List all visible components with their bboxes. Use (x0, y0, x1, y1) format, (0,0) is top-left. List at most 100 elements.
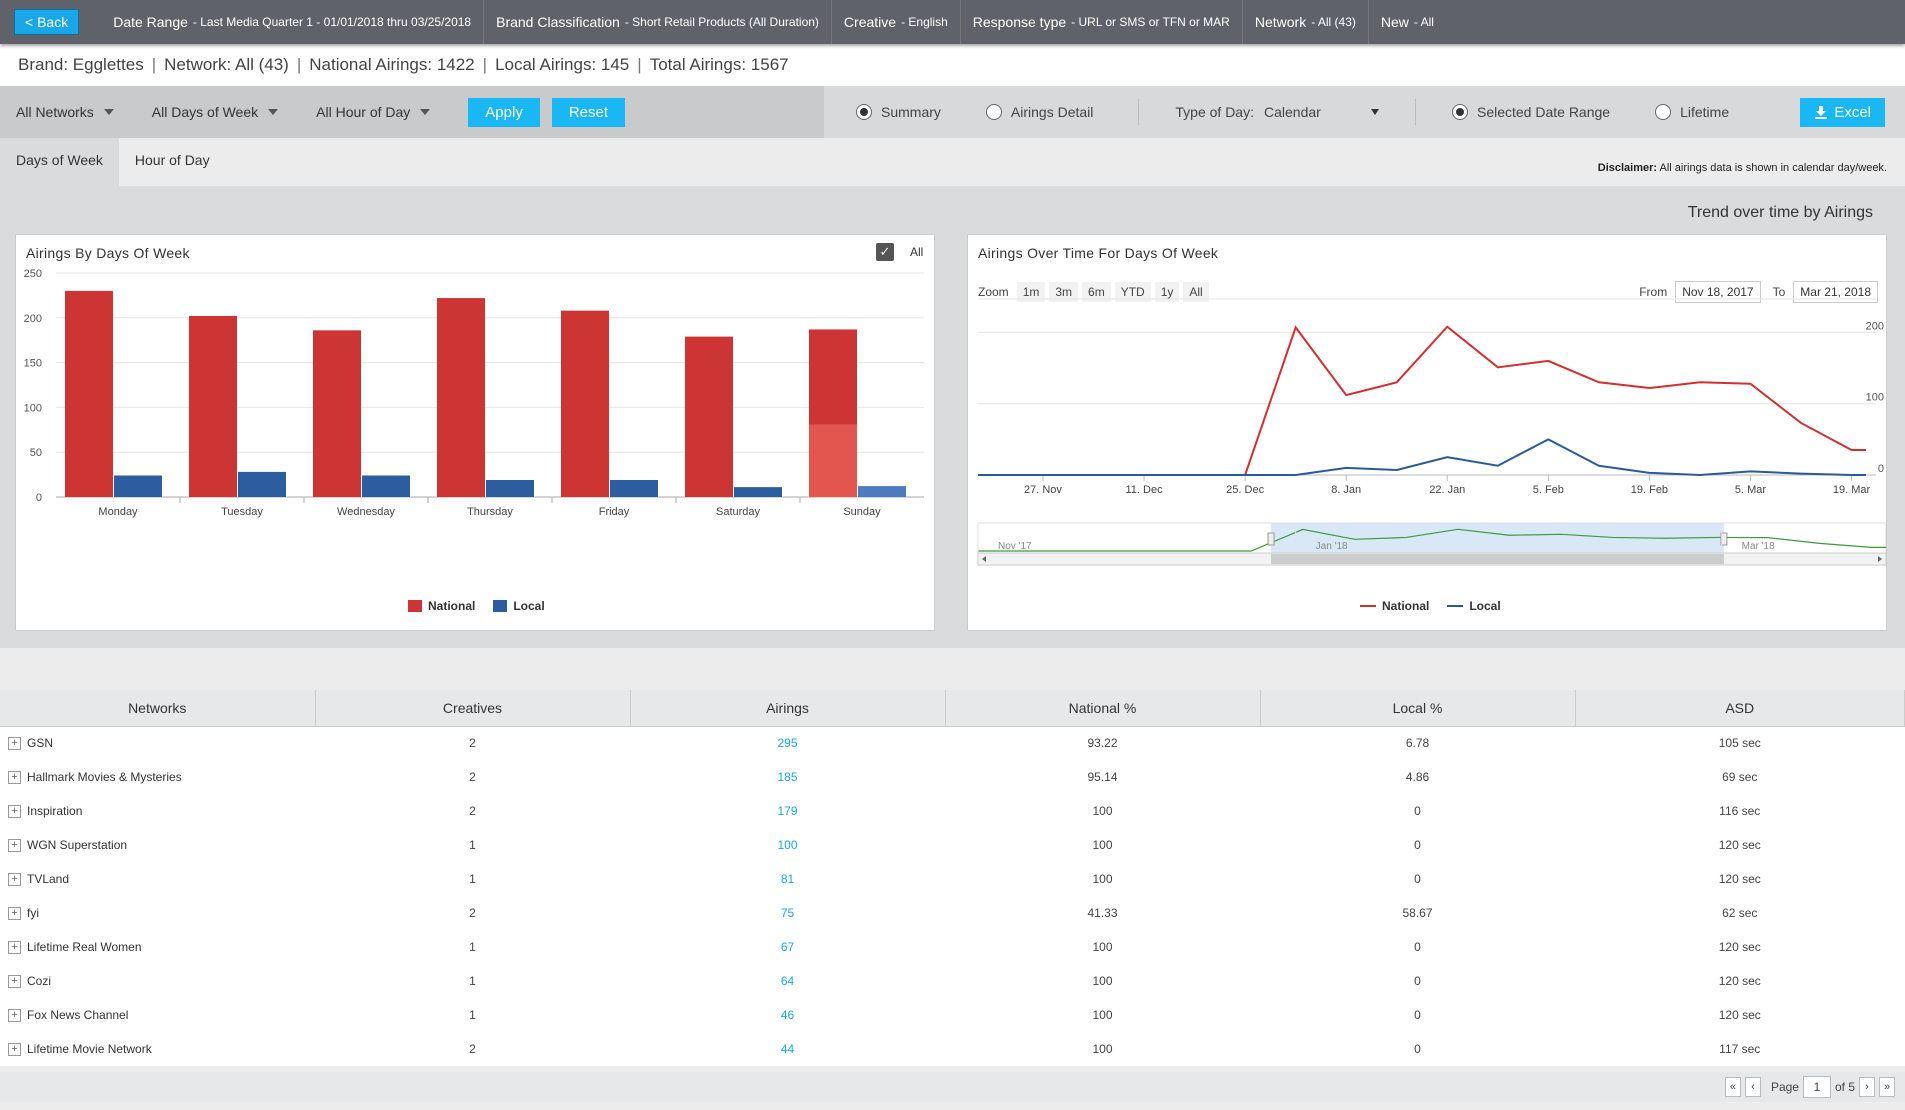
to-date-input[interactable]: Mar 21, 2018 (1793, 281, 1878, 303)
x-tick-label: Thursday (467, 506, 513, 518)
asd-cell: 120 sec (1718, 940, 1761, 954)
response-type-filter[interactable]: Response type - URL or SMS or TFN or MAR (961, 0, 1243, 44)
col-airings[interactable]: Airings (630, 690, 946, 727)
all-checkbox[interactable]: ✓ (876, 243, 894, 261)
back-button[interactable]: < Back (14, 9, 80, 35)
zoom-3m-button[interactable]: 3m (1049, 282, 1079, 302)
zoom-1y-button[interactable]: 1y (1154, 282, 1180, 302)
summary-radio[interactable]: Summary (856, 104, 941, 120)
bar-national-highlight[interactable] (809, 424, 857, 497)
table-row: + TVLand 1 81 100 0 120 sec (0, 862, 1905, 896)
excel-export-button[interactable]: Excel (1800, 97, 1885, 127)
networks-dropdown[interactable]: All Networks (16, 104, 114, 120)
apply-button[interactable]: Apply (468, 97, 540, 127)
expand-plus-icon[interactable]: + (8, 941, 21, 955)
hours-dropdown[interactable]: All Hour of Day (316, 104, 431, 120)
airings-link[interactable]: 185 (777, 770, 798, 784)
legend-national[interactable]: National (428, 599, 476, 613)
airings-link[interactable]: 81 (780, 872, 795, 886)
creative-filter[interactable]: Creative - English (832, 0, 961, 44)
last-page-button[interactable]: » (1879, 1077, 1895, 1097)
scrollbar-thumb[interactable] (1271, 554, 1724, 564)
lifetime-radio[interactable]: Lifetime (1655, 104, 1729, 120)
navigator-left-handle[interactable] (1267, 532, 1275, 546)
creatives-cell: 2 (469, 770, 476, 784)
airings-detail-radio[interactable]: Airings Detail (985, 104, 1093, 120)
airings-link[interactable]: 44 (780, 1042, 795, 1056)
reset-button[interactable]: Reset (551, 97, 626, 127)
y-tick-label: 0 (1878, 463, 1884, 475)
expand-plus-icon[interactable]: + (8, 975, 21, 989)
bar-local[interactable] (486, 479, 534, 497)
brand-classification-filter[interactable]: Brand Classification - Short Retail Produ… (484, 0, 832, 44)
tab-days-of-week[interactable]: Days of Week (0, 138, 119, 186)
date-range-filter[interactable]: Date Range - Last Media Quarter 1 - 01/01… (101, 0, 485, 44)
bar-local[interactable] (362, 475, 410, 497)
asd-cell: 62 sec (1722, 906, 1758, 920)
expand-plus-icon[interactable]: + (8, 1009, 21, 1023)
radio-label: Lifetime (1680, 104, 1730, 120)
expand-plus-icon[interactable]: + (8, 907, 21, 921)
airings-link[interactable]: 46 (780, 1008, 795, 1022)
bar-national[interactable] (437, 298, 485, 497)
page-number-input[interactable]: 1 (1802, 1076, 1831, 1098)
navigator-right-handle[interactable] (1720, 532, 1728, 546)
expand-plus-icon[interactable]: + (8, 873, 21, 887)
zoom-1m-button[interactable]: 1m (1016, 282, 1046, 302)
col-local-pct[interactable]: Local % (1260, 690, 1576, 727)
expand-plus-icon[interactable]: + (8, 805, 21, 819)
col-creatives[interactable]: Creatives (315, 690, 631, 727)
bar-local[interactable] (734, 487, 782, 497)
navigator[interactable]: Nov '17 Jan '18 Mar '18 (977, 522, 1886, 566)
bar-local[interactable] (610, 479, 658, 497)
tab-hour-of-day[interactable]: Hour of Day (134, 152, 210, 168)
zoom-all-button[interactable]: All (1183, 282, 1209, 302)
legend-local[interactable]: Local (513, 599, 545, 613)
y-tick-label: 250 (24, 268, 42, 280)
expand-plus-icon[interactable]: + (8, 737, 21, 751)
bar-national[interactable] (561, 310, 609, 497)
legend-national[interactable]: National (1382, 599, 1430, 613)
selected-date-range-radio[interactable]: Selected Date Range (1451, 104, 1610, 120)
airings-link[interactable]: 75 (780, 906, 795, 920)
airings-link[interactable]: 295 (777, 736, 798, 751)
bar-national[interactable] (65, 290, 113, 497)
next-page-button[interactable]: › (1859, 1077, 1875, 1097)
x-tick-label: 25. Dec (1226, 484, 1264, 496)
legend-local[interactable]: Local (1469, 599, 1501, 613)
scroll-left-icon[interactable] (982, 556, 986, 562)
series-line-local[interactable] (978, 438, 1866, 477)
airings-link[interactable]: 100 (777, 838, 798, 852)
zoom-6m-button[interactable]: 6m (1082, 282, 1111, 302)
from-date-input[interactable]: Nov 18, 2017 (1675, 281, 1761, 303)
airings-link[interactable]: 67 (780, 940, 795, 954)
new-filter[interactable]: New - All (1369, 0, 1446, 44)
zoom-ytd-button[interactable]: YTD (1114, 282, 1151, 302)
col-asd[interactable]: ASD (1575, 690, 1905, 727)
type-of-day-select[interactable]: Type of Day: Calendar (1175, 104, 1379, 120)
bar-national[interactable] (313, 330, 361, 497)
x-tick-label: 22. Jan (1429, 484, 1465, 496)
bar-local[interactable] (114, 475, 162, 497)
creatives-cell: 2 (469, 736, 476, 751)
col-national-pct[interactable]: National % (945, 690, 1261, 727)
network-filter[interactable]: Network - All (43) (1243, 0, 1369, 44)
expand-plus-icon[interactable]: + (8, 771, 21, 785)
airings-link[interactable]: 179 (777, 804, 798, 818)
col-networks[interactable]: Networks (0, 690, 316, 727)
prev-page-button[interactable]: ‹ (1744, 1077, 1761, 1097)
airings-link[interactable]: 64 (780, 974, 795, 988)
expand-plus-icon[interactable]: + (8, 1043, 21, 1057)
days-dropdown[interactable]: All Days of Week (151, 104, 279, 120)
bar-local[interactable] (238, 471, 286, 497)
dropdown-label: All Days of Week (151, 104, 259, 120)
bar-national[interactable] (685, 336, 733, 497)
network-name: GSN (27, 736, 54, 751)
bar-local-highlight[interactable] (858, 486, 906, 497)
first-page-button[interactable]: « (1724, 1077, 1741, 1097)
scroll-right-icon[interactable] (1878, 556, 1882, 562)
expand-plus-icon[interactable]: + (8, 839, 21, 853)
table-row: + Inspiration 2 179 100 0 116 sec (0, 794, 1905, 828)
bar-national[interactable] (189, 316, 237, 497)
series-line-national[interactable] (978, 325, 1866, 476)
